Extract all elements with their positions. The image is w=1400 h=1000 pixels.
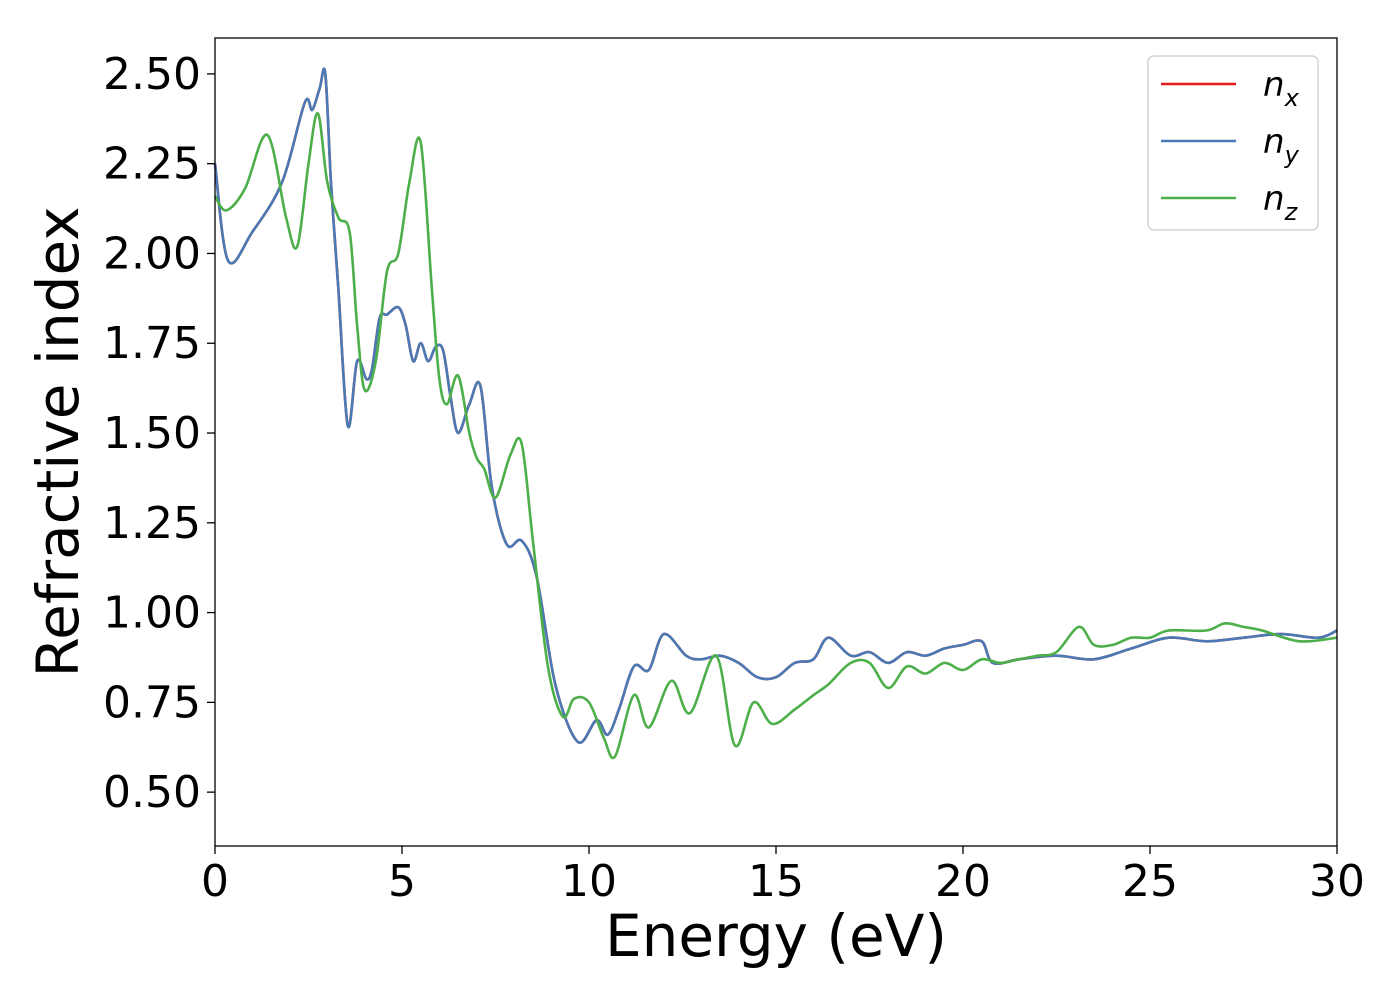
y-axis-ticks: 0.50 0.75 1.00 1.25 1.50 1.75 2.00 2.25 2.50 bbox=[103, 49, 215, 818]
y-tick-label: 1.25 bbox=[103, 498, 201, 549]
x-tick-label: 10 bbox=[561, 856, 617, 907]
y-tick-label: 0.50 bbox=[103, 767, 201, 818]
x-tick-label: 5 bbox=[388, 856, 416, 907]
legend-entry-n_x: nx bbox=[1263, 65, 1300, 112]
x-axis-ticks: 0 5 10 15 20 25 30 bbox=[201, 846, 1365, 907]
legend-label-base: n bbox=[1263, 65, 1285, 105]
legend-label-sub: x bbox=[1284, 84, 1300, 112]
x-tick-label: 30 bbox=[1309, 856, 1365, 907]
legend-entry-n_y: ny bbox=[1263, 122, 1300, 169]
legend-label-base: n bbox=[1263, 179, 1285, 219]
legend-box bbox=[1147, 55, 1319, 231]
legend-label-base: n bbox=[1263, 122, 1285, 162]
y-tick-label: 2.25 bbox=[103, 139, 201, 190]
x-tick-label: 20 bbox=[935, 856, 991, 907]
y-axis-label: Refractive index bbox=[24, 206, 92, 677]
legend-entry-n_z: nz bbox=[1263, 179, 1299, 226]
series-layer bbox=[213, 67, 1338, 760]
y-tick-label: 1.00 bbox=[103, 588, 201, 639]
series-line-n_y bbox=[213, 67, 1338, 745]
series-line-n_z bbox=[213, 112, 1338, 760]
y-tick-label: 2.50 bbox=[103, 49, 201, 100]
x-axis-label: Energy (eV) bbox=[605, 902, 947, 970]
x-tick-label: 25 bbox=[1122, 856, 1178, 907]
y-tick-label: 1.75 bbox=[103, 318, 201, 369]
legend-label-sub: y bbox=[1284, 141, 1300, 169]
x-tick-label: 15 bbox=[748, 856, 804, 907]
y-tick-label: 2.00 bbox=[103, 228, 201, 279]
y-tick-label: 0.75 bbox=[103, 677, 201, 728]
y-tick-label: 1.50 bbox=[103, 408, 201, 459]
x-tick-label: 0 bbox=[201, 856, 229, 907]
legend-label-sub: z bbox=[1284, 198, 1299, 226]
